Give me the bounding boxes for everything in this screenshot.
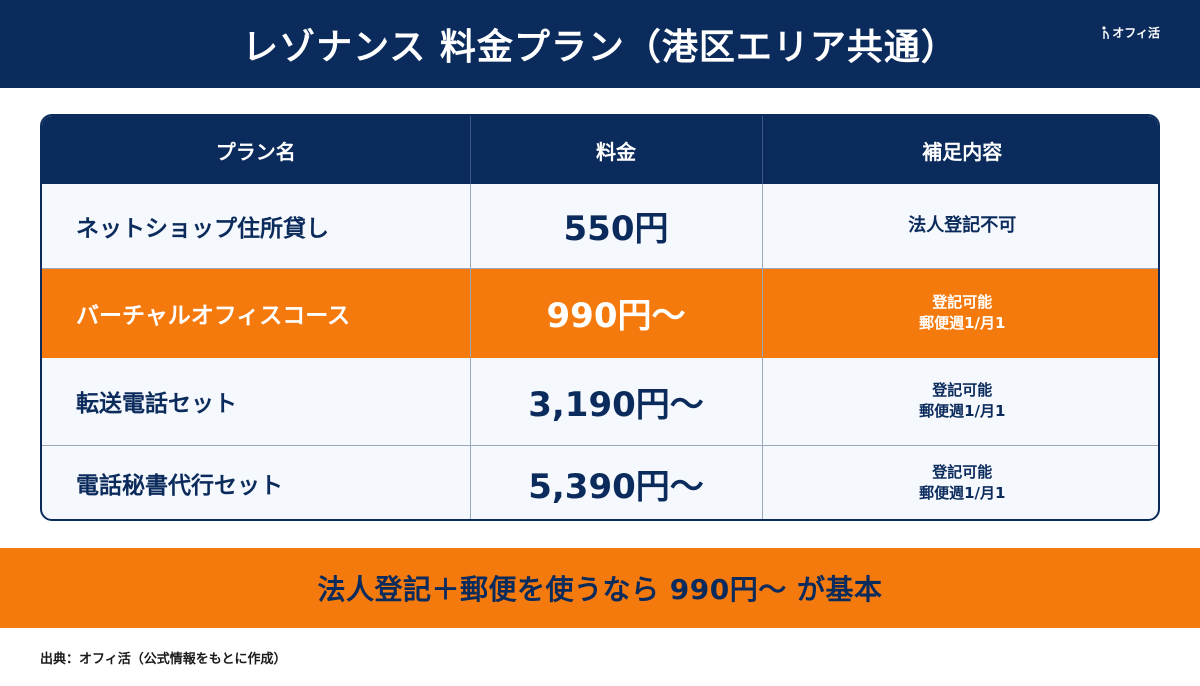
summary-banner-text: 法人登記＋郵便を使うなら 990円〜 が基本 <box>317 573 883 606</box>
brand-logo-text: オフィ活 <box>1112 26 1160 40</box>
plan-name: 転送電話セット <box>42 357 471 446</box>
plan-price: 550円 <box>470 184 763 269</box>
plan-name: 電話秘書代行セット <box>42 445 471 519</box>
header-bar: レゾナンス 料金プラン（港区エリア共通） オフィ活 <box>0 0 1200 88</box>
plan-note-line: 郵便週1/月1 <box>919 313 1006 332</box>
plan-note: 登記可能 郵便週1/月1 <box>762 268 1158 358</box>
plan-note-line: 郵便週1/月1 <box>919 484 1006 503</box>
plan-note-line: 法人登記不可 <box>908 215 1017 237</box>
plan-note-line: 登記可能 <box>932 381 993 399</box>
i-mark-icon <box>1102 25 1110 39</box>
plan-note-line: 郵便週1/月1 <box>919 402 1006 420</box>
plan-name: ネットショップ住所貸し <box>42 184 471 269</box>
plan-name: バーチャルオフィスコース <box>42 268 471 358</box>
plan-price: 990円〜 <box>470 268 763 358</box>
pricing-table: プラン名 料金 補足内容 ネットショップ住所貸し 550円 法人登記不可 バーチ… <box>40 114 1160 521</box>
table-row: 電話秘書代行セット 5,390円〜 登記可能 郵便週1/月1 <box>42 445 1158 519</box>
table-row: ネットショップ住所貸し 550円 法人登記不可 <box>42 184 1158 269</box>
source-note: 出典：オフィ活（公式情報をもとに作成） <box>40 652 287 667</box>
plan-price: 3,190円〜 <box>470 357 763 446</box>
page-title: レゾナンス 料金プラン（港区エリア共通） <box>242 27 958 68</box>
table-row: 転送電話セット 3,190円〜 登記可能 郵便週1/月1 <box>42 357 1158 446</box>
plan-note: 登記可能 郵便週1/月1 <box>762 445 1158 519</box>
plan-note-line: 登記可能 <box>932 463 993 482</box>
column-header-note: 補足内容 <box>762 116 1158 184</box>
plan-note: 法人登記不可 <box>762 184 1158 269</box>
brand-logo: オフィ活 <box>1102 24 1160 41</box>
column-header-plan: プラン名 <box>42 116 471 184</box>
column-header-price: 料金 <box>470 116 763 184</box>
summary-banner: 法人登記＋郵便を使うなら 990円〜 が基本 <box>0 548 1200 628</box>
plan-note: 登記可能 郵便週1/月1 <box>762 357 1158 446</box>
table-row-highlighted: バーチャルオフィスコース 990円〜 登記可能 郵便週1/月1 <box>42 268 1158 358</box>
table-header-row: プラン名 料金 補足内容 <box>42 116 1158 184</box>
plan-note-line: 登記可能 <box>932 292 993 311</box>
plan-price: 5,390円〜 <box>470 445 763 519</box>
